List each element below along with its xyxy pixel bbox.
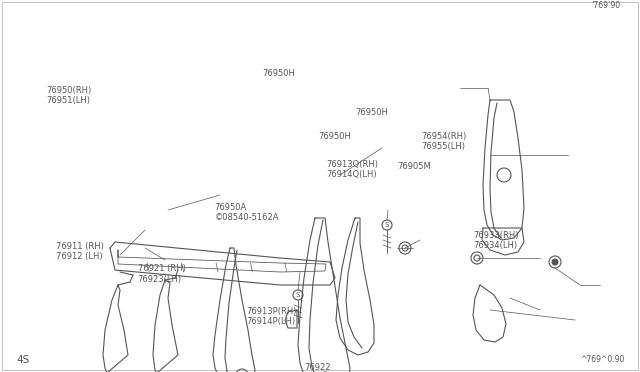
Text: 76950H: 76950H [319,132,351,141]
Text: 76911 (RH)
76912 (LH): 76911 (RH) 76912 (LH) [56,242,104,261]
Text: 76913Q(RH)
76914Q(LH): 76913Q(RH) 76914Q(LH) [326,160,378,179]
Text: 76950(RH)
76951(LH): 76950(RH) 76951(LH) [47,86,92,105]
Text: 76922
76922R
76924: 76922 76922R 76924 [304,363,337,372]
Text: 76950A
©08540-5162A: 76950A ©08540-5162A [214,203,279,222]
Text: 76933(RH)
76934(LH): 76933(RH) 76934(LH) [474,231,519,250]
Text: S: S [296,292,300,298]
Text: 76913P(RH)
76914P(LH): 76913P(RH) 76914P(LH) [246,307,297,326]
Text: 76950H: 76950H [355,108,388,117]
Text: ^769^0.90: ^769^0.90 [580,355,625,364]
Text: 76950H: 76950H [262,69,295,78]
Text: S: S [385,222,389,228]
Circle shape [552,259,558,265]
Text: 76905M: 76905M [397,162,431,171]
Text: 76921 (RH)
76923(LH): 76921 (RH) 76923(LH) [138,264,186,283]
Text: 76954(RH)
76955(LH): 76954(RH) 76955(LH) [421,132,467,151]
Text: ’769’90: ’769’90 [591,1,621,10]
Text: 4S: 4S [16,355,29,365]
